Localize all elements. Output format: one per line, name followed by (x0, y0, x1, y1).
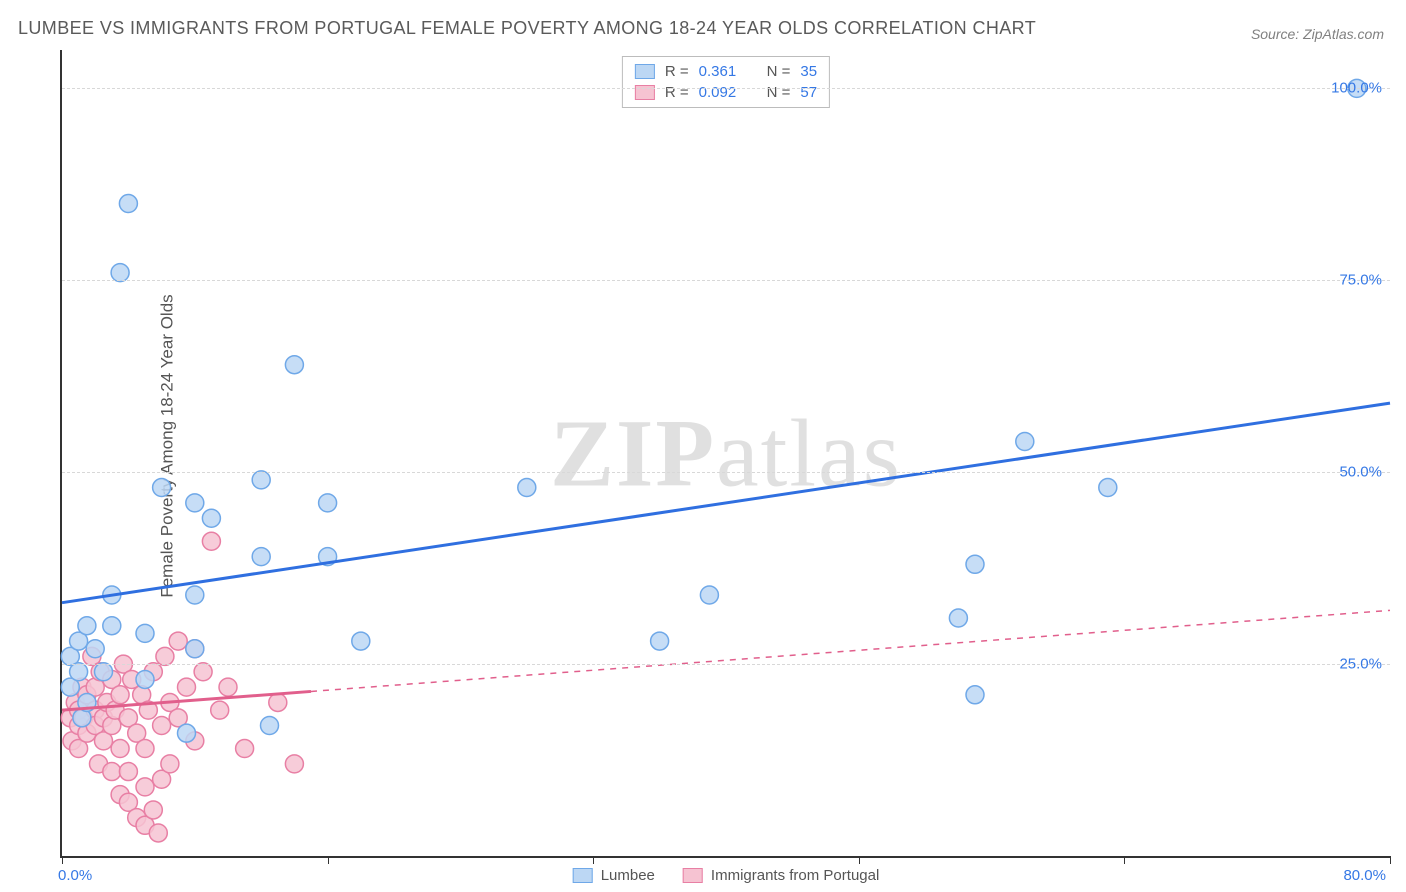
legend-stats-row-lumbee: R = 0.361 N = 35 (623, 61, 829, 82)
scatter-point (700, 586, 718, 604)
x-tick (859, 856, 860, 864)
scatter-point (178, 678, 196, 696)
scatter-point (78, 617, 96, 635)
scatter-point (966, 686, 984, 704)
scatter-point (86, 640, 104, 658)
scatter-point (261, 717, 279, 735)
legend-item-portugal: Immigrants from Portugal (683, 867, 879, 884)
scatter-point (111, 686, 129, 704)
scatter-point (966, 555, 984, 573)
x-tick (593, 856, 594, 864)
x-tick-label: 80.0% (1343, 867, 1386, 884)
scatter-point (319, 494, 337, 512)
scatter-point (194, 663, 212, 681)
scatter-point (186, 586, 204, 604)
scatter-point (285, 356, 303, 374)
scatter-point (252, 548, 270, 566)
scatter-point (202, 532, 220, 550)
scatter-point (285, 755, 303, 773)
scatter-point (136, 778, 154, 796)
scatter-point (269, 693, 287, 711)
scatter-point (156, 647, 174, 665)
legend-stats: R = 0.361 N = 35 R = 0.092 N = 57 (622, 56, 830, 108)
scatter-point (70, 663, 88, 681)
scatter-point (149, 824, 167, 842)
grid-line (62, 664, 1390, 665)
scatter-point (186, 640, 204, 658)
scatter-point (144, 801, 162, 819)
x-tick (328, 856, 329, 864)
scatter-point (119, 195, 137, 213)
legend-stats-row-portugal: R = 0.092 N = 57 (623, 82, 829, 103)
x-tick (1124, 856, 1125, 864)
legend-item-lumbee: Lumbee (573, 867, 655, 884)
source-attribution: Source: ZipAtlas.com (1251, 26, 1384, 42)
y-tick-label: 50.0% (1339, 464, 1382, 481)
x-tick-label: 0.0% (58, 867, 92, 884)
legend-swatch-portugal (635, 85, 655, 100)
scatter-point (252, 471, 270, 489)
scatter-point (95, 663, 113, 681)
scatter-point (119, 763, 137, 781)
scatter-point (111, 740, 129, 758)
x-tick (1390, 856, 1391, 864)
scatter-point (236, 740, 254, 758)
chart-title: LUMBEE VS IMMIGRANTS FROM PORTUGAL FEMAL… (18, 18, 1036, 39)
y-tick-label: 100.0% (1331, 80, 1382, 97)
scatter-point (949, 609, 967, 627)
legend-swatch-lumbee (635, 64, 655, 79)
x-tick (62, 856, 63, 864)
scatter-point (651, 632, 669, 650)
scatter-point (518, 479, 536, 497)
scatter-point (1016, 432, 1034, 450)
legend-series: Lumbee Immigrants from Portugal (573, 867, 880, 884)
scatter-point (136, 670, 154, 688)
scatter-point (111, 264, 129, 282)
scatter-point (103, 763, 121, 781)
scatter-point (186, 494, 204, 512)
trend-line (62, 403, 1390, 603)
plot-area: ZIPatlas R = 0.361 N = 35 R = 0.092 N = … (60, 50, 1390, 858)
scatter-point (161, 755, 179, 773)
scatter-point (211, 701, 229, 719)
scatter-point (169, 632, 187, 650)
grid-line (62, 280, 1390, 281)
scatter-point (153, 479, 171, 497)
scatter-point (219, 678, 237, 696)
grid-line (62, 472, 1390, 473)
chart-svg (62, 50, 1390, 856)
scatter-point (103, 617, 121, 635)
grid-line (62, 88, 1390, 89)
scatter-point (178, 724, 196, 742)
y-tick-label: 75.0% (1339, 272, 1382, 289)
scatter-point (202, 509, 220, 527)
legend-swatch-icon (683, 868, 703, 883)
scatter-point (153, 717, 171, 735)
legend-swatch-icon (573, 868, 593, 883)
scatter-point (136, 740, 154, 758)
scatter-point (136, 624, 154, 642)
scatter-point (352, 632, 370, 650)
y-tick-label: 25.0% (1339, 656, 1382, 673)
scatter-point (1099, 479, 1117, 497)
trend-line-extrapolated (311, 610, 1390, 691)
